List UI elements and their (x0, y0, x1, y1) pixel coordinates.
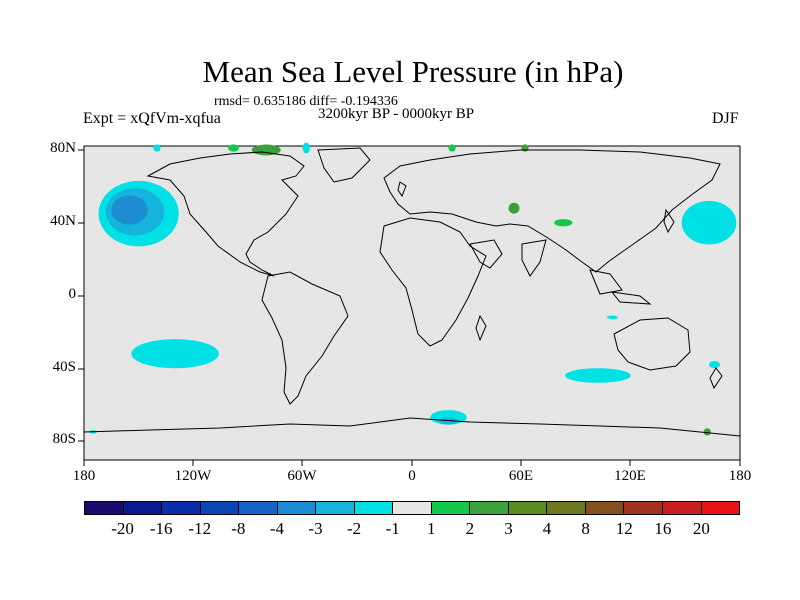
anomaly-arctic-cyan-1 (153, 144, 161, 152)
anomaly-north-pacific-low-core (111, 195, 148, 225)
anomaly-svalbard-green (448, 144, 456, 152)
anomaly-west-pacific-cyan (681, 200, 737, 245)
anomaly-greenland-green (251, 144, 281, 156)
colorbar-label: 8 (581, 519, 590, 538)
season-label: DJF (712, 110, 739, 127)
lon-tick-label: 60E (508, 468, 534, 484)
colorbar-label: 1 (427, 519, 436, 538)
colorbar-label: 12 (615, 519, 633, 538)
colorbar-swatch (162, 502, 201, 514)
experiment-label: Expt = xQfVm-xqfua (83, 110, 221, 127)
colorbar-swatch (508, 502, 548, 514)
colorbar-swatch (701, 502, 740, 514)
lat-tick-label: 0 (68, 286, 77, 302)
lon-tick-label: 180 (728, 468, 752, 484)
lat-tick-label: 80N (50, 140, 76, 156)
stats-text: rmsd= 0.635186 diff= -0.194336 (214, 94, 398, 109)
colorbar-swatch (239, 502, 278, 514)
colorbar-swatch (316, 502, 355, 514)
colorbar-label: 2 (465, 519, 475, 538)
anomaly-ross-sea-green (703, 428, 711, 436)
colorbar-label: -12 (188, 519, 212, 538)
anomaly-east-siberia-green (227, 144, 239, 152)
anomaly-central-asia-green (554, 219, 573, 227)
colorbar-swatch (354, 502, 394, 514)
colorbar-label: 20 (692, 519, 710, 538)
anomaly-arctic-green (521, 144, 529, 152)
lat-tick-label: 40N (50, 213, 76, 229)
anomaly-south-pacific-cyan (131, 339, 219, 369)
colorbar-swatch (200, 502, 240, 514)
colorbar-swatch (277, 502, 317, 514)
colorbar-swatch (585, 502, 625, 514)
lon-tick-label: 0 (408, 468, 416, 484)
anomaly-layer (89, 142, 737, 436)
colorbar-label: -20 (111, 519, 134, 538)
anomaly-indian-ocean-cyan (565, 368, 631, 383)
colorbar-label: -4 (269, 519, 285, 538)
colorbar-swatch (393, 502, 432, 514)
colorbar-label: -8 (231, 519, 246, 538)
plot-title: Mean Sea Level Pressure (in hPa) (202, 54, 624, 89)
lon-tick-label: 120E (614, 468, 646, 484)
anomaly-australia-cyan (709, 360, 720, 369)
lat-tick-label: 80S (52, 431, 76, 447)
coastlines (83, 147, 741, 437)
colorbar (84, 501, 740, 515)
colorbar-label: 3 (504, 519, 513, 538)
lat-tick-label: 40S (52, 359, 76, 375)
lon-tick-label: 60W (287, 468, 317, 484)
colorbar-label: -1 (385, 519, 400, 538)
colorbar-swatch (624, 502, 663, 514)
colorbar-label: -16 (149, 519, 173, 538)
anomaly-nz-cyan (606, 315, 618, 320)
tick-marks (78, 149, 741, 466)
anomaly-caspian-green (508, 202, 520, 214)
lon-tick-label: 120W (174, 468, 212, 484)
colorbar-swatch (662, 502, 702, 514)
period-text: 3200kyr BP - 0000kyr BP (318, 106, 475, 122)
colorbar-swatch (431, 502, 471, 514)
colorbar-label: -2 (347, 519, 362, 538)
colorbar-swatch (547, 502, 586, 514)
lon-tick-label: 180 (72, 468, 96, 484)
anomaly-arctic-cyan-2 (302, 142, 310, 154)
colorbar-swatch (123, 502, 163, 514)
colorbar-swatch (470, 502, 509, 514)
colorbar-label: 4 (542, 519, 552, 538)
colorbar-label: 16 (654, 519, 672, 538)
colorbar-swatch (85, 502, 124, 514)
colorbar-label: -3 (308, 519, 323, 538)
